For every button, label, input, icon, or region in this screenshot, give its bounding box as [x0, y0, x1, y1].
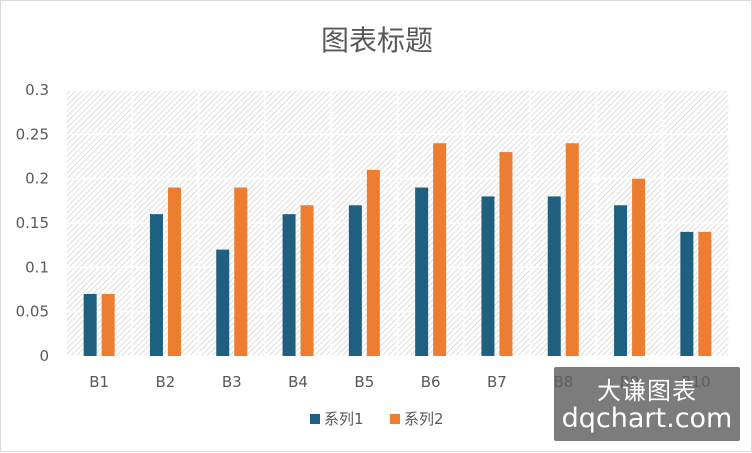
watermark: 大谦图表 dqchart.com — [554, 367, 740, 441]
x-tick-label: B1 — [89, 373, 109, 391]
bars-group — [83, 143, 712, 356]
y-tick-label: 0.25 — [16, 125, 49, 143]
y-tick-label: 0.1 — [25, 258, 49, 276]
legend: 系列1 系列2 — [310, 410, 444, 428]
bar-series2-B7 — [499, 152, 513, 356]
bar-series1-B7 — [481, 196, 495, 356]
y-axis-labels: 0 0.05 0.1 0.15 0.2 0.25 0.3 — [16, 81, 49, 365]
legend-swatch-series1 — [310, 414, 320, 424]
x-tick-label: B2 — [156, 373, 176, 391]
legend-label-series1: 系列1 — [324, 410, 364, 428]
legend-label-series2: 系列2 — [404, 410, 444, 428]
bar-series2-B8 — [565, 143, 579, 356]
legend-swatch-series2 — [390, 414, 400, 424]
x-tick-label: B5 — [354, 373, 374, 391]
bar-series2-B4 — [300, 205, 314, 356]
chart-title: 图表标题 — [321, 24, 433, 57]
bar-series1-B3 — [216, 249, 230, 356]
bar-series2-B9 — [632, 178, 646, 356]
y-tick-label: 0 — [39, 347, 49, 365]
bar-series2-B5 — [366, 169, 380, 356]
y-tick-label: 0.15 — [16, 214, 49, 232]
x-tick-label: B4 — [288, 373, 308, 391]
y-tick-label: 0.2 — [25, 170, 49, 188]
bar-series1-B6 — [415, 187, 429, 356]
bar-series2-B10 — [698, 231, 712, 356]
bar-series1-B8 — [547, 196, 561, 356]
bar-series2-B6 — [433, 143, 447, 356]
bar-series1-B10 — [680, 231, 694, 356]
bar-series1-B5 — [348, 205, 362, 356]
watermark-line1: 大谦图表 — [597, 377, 697, 405]
bar-series1-B4 — [282, 214, 296, 356]
gridlines — [65, 89, 730, 357]
x-tick-label: B3 — [222, 373, 242, 391]
bar-series1-B2 — [149, 214, 163, 356]
bar-series2-B1 — [101, 293, 115, 356]
y-tick-label: 0.05 — [16, 303, 49, 321]
bar-series1-B9 — [614, 205, 628, 356]
watermark-line2: dqchart.com — [561, 403, 733, 434]
x-tick-label: B6 — [421, 373, 441, 391]
bar-series2-B3 — [234, 187, 248, 356]
x-tick-label: B7 — [487, 373, 507, 391]
bar-series2-B2 — [167, 187, 181, 356]
y-tick-label: 0.3 — [25, 81, 49, 99]
bar-series1-B1 — [83, 293, 97, 356]
